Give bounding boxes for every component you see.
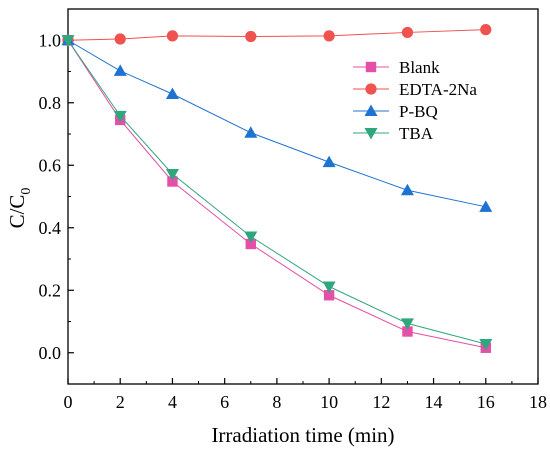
- data-point-tba: [61, 35, 75, 47]
- data-point-blank: [323, 290, 335, 301]
- data-point-tba: [165, 169, 179, 181]
- y-tick-label: 0.2: [39, 280, 62, 300]
- y-axis-title: C/C0: [5, 188, 34, 229]
- x-tick-label: 18: [529, 392, 547, 412]
- legend-item-blank: Blank: [353, 58, 440, 77]
- y-axis-title-main: C/C: [5, 195, 29, 229]
- data-point-tba: [322, 281, 336, 293]
- legend-marker: [364, 128, 378, 140]
- axes: 0 2 4 6 8 10 12 14 16 18 0.0 0.2 0.4 0.6 0.8 1.0: [39, 8, 547, 412]
- data-point-p-bq: [400, 183, 414, 196]
- x-axis-title: Irradiation time (min): [211, 423, 394, 447]
- plot-frame: [67, 8, 539, 385]
- x-tick-label: 0: [64, 392, 73, 412]
- data-point-edta-2na: [480, 24, 492, 36]
- data-point-tba: [244, 231, 258, 243]
- legend-item-edta-2na: EDTA-2Na: [353, 80, 477, 99]
- data-point-blank: [167, 176, 178, 187]
- x-tick-label: 6: [220, 392, 229, 412]
- legend-item-p-bq: P-BQ: [353, 102, 438, 121]
- series-tba: [61, 35, 493, 351]
- legend-label: Blank: [399, 58, 440, 77]
- data-point-edta-2na: [114, 33, 126, 45]
- x-tick-label: 14: [425, 392, 443, 412]
- legend-marker: [365, 83, 377, 95]
- x-tick-label: 16: [477, 392, 495, 412]
- legend-label: TBA: [399, 124, 434, 143]
- data-point-tba: [113, 110, 127, 123]
- legend-label: P-BQ: [399, 102, 438, 121]
- plot-area: [61, 24, 493, 353]
- data-point-edta-2na: [401, 26, 414, 39]
- series-line-edta-2na: [67, 29, 486, 41]
- x-tick-label: 12: [372, 392, 390, 412]
- legend: Blank EDTA-2Na P-BQ TBA: [353, 58, 477, 143]
- data-point-tba: [479, 339, 493, 351]
- data-point-p-bq: [322, 155, 336, 168]
- data-point-edta-2na: [166, 30, 179, 42]
- legend-label: EDTA-2Na: [399, 80, 477, 99]
- x-tick-label: 4: [168, 392, 177, 412]
- legend-marker: [364, 104, 378, 116]
- x-tick-label: 2: [116, 392, 125, 412]
- data-point-p-bq: [165, 87, 179, 99]
- data-point-blank: [402, 326, 413, 337]
- y-tick-label: 1.0: [39, 30, 62, 50]
- series-p-bq: [61, 33, 493, 212]
- legend-item-tba: TBA: [353, 124, 434, 143]
- legend-marker: [365, 61, 377, 73]
- x-tick-label: 10: [320, 392, 338, 412]
- y-axis-title-subscript: 0: [19, 188, 34, 195]
- data-point-p-bq: [244, 126, 258, 138]
- x-tick-label: 8: [272, 392, 281, 412]
- series-edta-2na: [62, 24, 492, 46]
- data-point-blank: [245, 238, 256, 250]
- y-tick-label: 0.6: [39, 155, 62, 175]
- data-point-edta-2na: [245, 30, 257, 43]
- data-point-p-bq: [479, 200, 493, 212]
- y-tick-label: 0.8: [39, 93, 62, 113]
- data-point-tba: [400, 318, 414, 330]
- y-tick-label: 0.0: [39, 343, 62, 363]
- data-point-edta-2na: [323, 30, 335, 42]
- data-point-p-bq: [113, 64, 127, 76]
- y-tick-label: 0.4: [39, 218, 62, 238]
